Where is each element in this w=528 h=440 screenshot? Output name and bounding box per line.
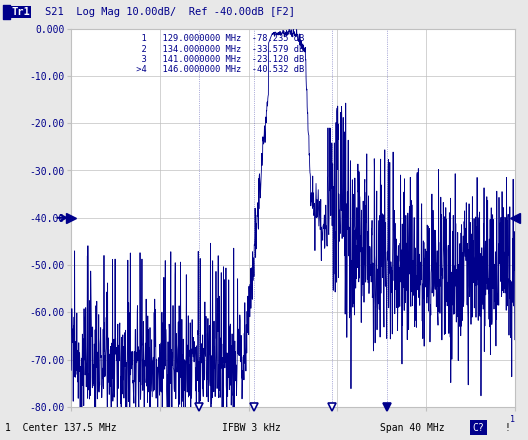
Text: !: ! — [504, 423, 510, 433]
Text: Tr1: Tr1 — [12, 7, 31, 17]
Text: IFBW 3 kHz: IFBW 3 kHz — [222, 423, 280, 433]
Text: 1: 1 — [510, 414, 515, 424]
Text: 1  Center 137.5 MHz: 1 Center 137.5 MHz — [5, 423, 117, 433]
Text: 1   129.0000000 MHz  -78.235 dB
  2   134.0000000 MHz  -33.579 dB
  3   141.0000: 1 129.0000000 MHz -78.235 dB 2 134.00000… — [131, 34, 305, 74]
Text: Span 40 MHz: Span 40 MHz — [380, 423, 445, 433]
Text: S21  Log Mag 10.00dB/  Ref -40.00dB [F2]: S21 Log Mag 10.00dB/ Ref -40.00dB [F2] — [45, 7, 295, 17]
Text: C?: C? — [473, 423, 484, 433]
